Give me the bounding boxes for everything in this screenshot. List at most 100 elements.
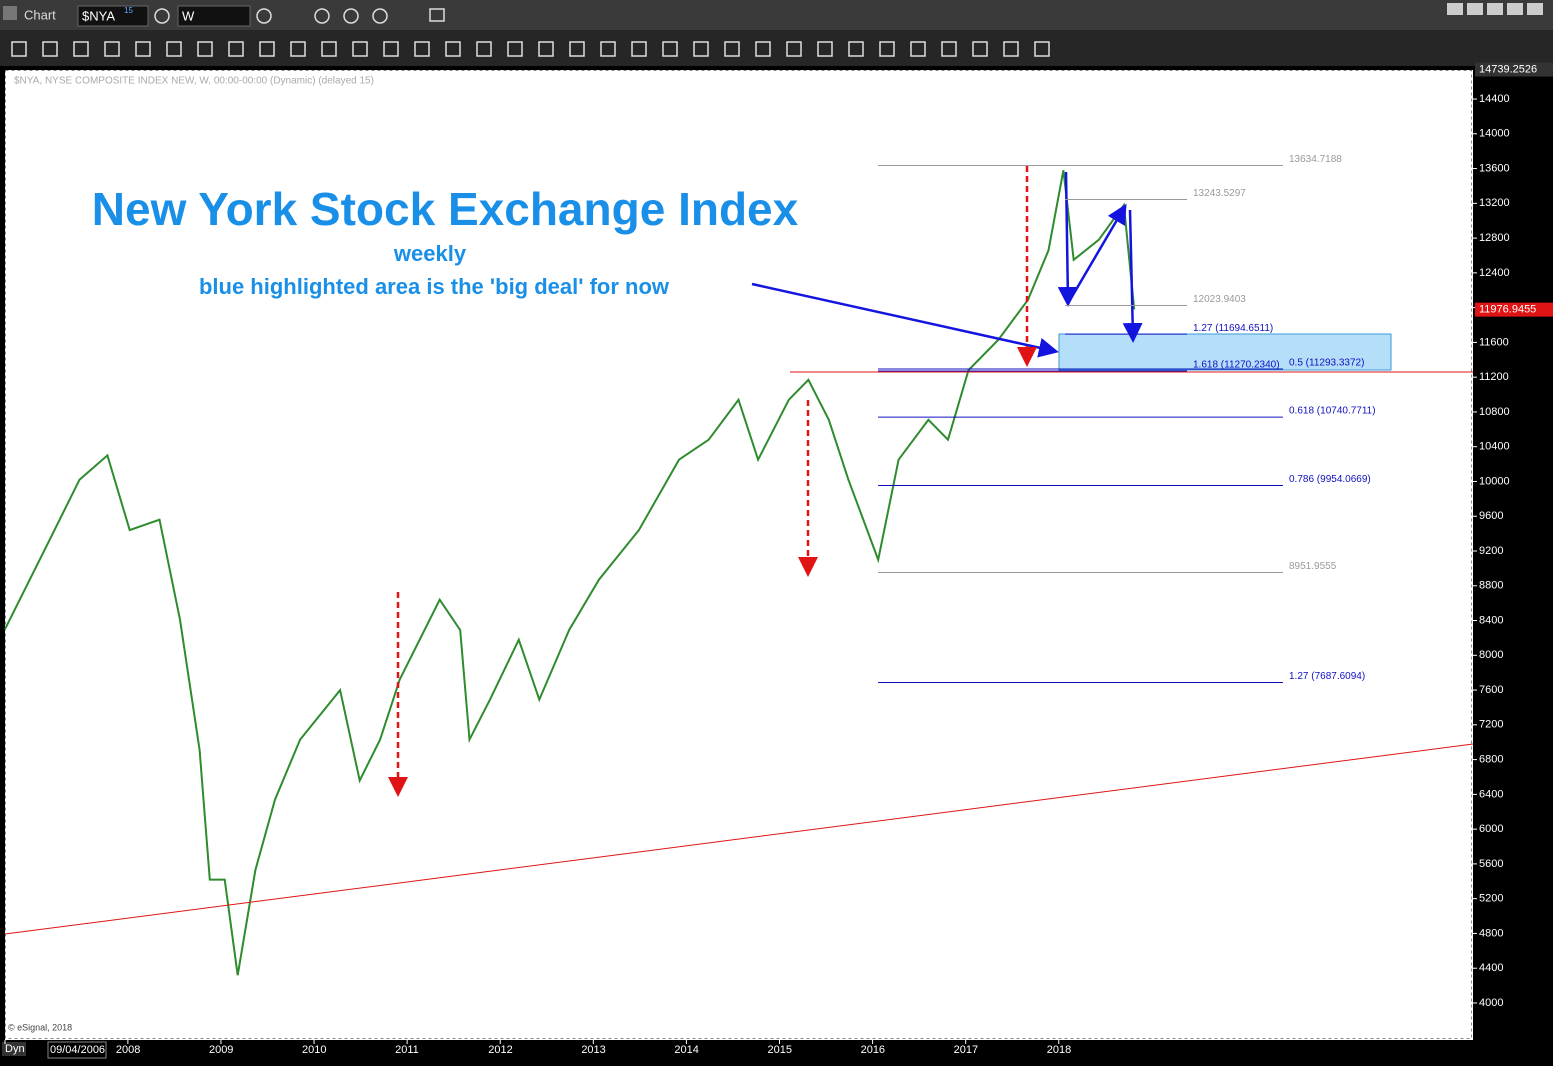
chart-subtitle: weekly	[393, 241, 467, 266]
tool-button[interactable]	[73, 41, 89, 57]
mode-box[interactable]	[2, 1042, 26, 1056]
toolbar	[0, 30, 1553, 66]
window-button[interactable]	[1447, 3, 1463, 15]
tool-button[interactable]	[1034, 41, 1050, 57]
tool-button[interactable]	[662, 41, 678, 57]
wave-arrow	[1068, 203, 1127, 301]
y-tick-label: 9600	[1479, 510, 1503, 522]
y-tick-label: 4000	[1479, 997, 1503, 1009]
tool-button[interactable]	[352, 41, 368, 57]
window-button[interactable]	[1507, 3, 1523, 15]
symbol: $NYA	[82, 8, 115, 23]
y-tick-label: 7600	[1479, 684, 1503, 696]
comment-button[interactable]	[429, 8, 445, 22]
tool-button[interactable]	[848, 41, 864, 57]
tool-button[interactable]	[507, 41, 523, 57]
wave-arrow	[1057, 171, 1078, 307]
last-price-box	[1475, 302, 1553, 317]
pointer-arrow	[751, 282, 1059, 358]
tool-button[interactable]	[972, 41, 988, 57]
refresh-button[interactable]	[314, 8, 330, 24]
y-tick-label: 8000	[1479, 649, 1503, 661]
tool-button[interactable]	[135, 41, 151, 57]
x-tick-label: 2017	[954, 1044, 978, 1056]
level-label: 0.786 (9954.0669)	[1289, 474, 1371, 485]
x-tick-label: 2016	[861, 1044, 885, 1056]
window-button[interactable]	[1467, 3, 1483, 15]
tool-button[interactable]	[445, 41, 461, 57]
x-tick-label: 2012	[488, 1044, 512, 1056]
level-label: 12023.9403	[1193, 294, 1246, 305]
tool-button[interactable]	[693, 41, 709, 57]
last-price-label: 11976.9455	[1479, 304, 1536, 316]
tool-button[interactable]	[879, 41, 895, 57]
tool-button[interactable]	[538, 41, 554, 57]
y-tick-label: 13600	[1479, 162, 1510, 174]
tool-button[interactable]	[910, 41, 926, 57]
tool-button[interactable]	[42, 41, 58, 57]
trend-line	[4, 743, 1474, 935]
level-label: 13243.5297	[1193, 188, 1246, 199]
clock-button[interactable]	[256, 8, 272, 24]
tool-button[interactable]	[383, 41, 399, 57]
tool-button[interactable]	[166, 41, 182, 57]
y-tick-label: 13200	[1479, 197, 1510, 209]
window-button[interactable]	[1527, 3, 1543, 15]
y-tick-label: 11200	[1479, 371, 1509, 383]
chart-header: $NYA, NYSE COMPOSITE INDEX NEW, W, 00:00…	[14, 76, 374, 87]
symbol-input[interactable]	[77, 5, 149, 27]
x-tick-label: 2015	[767, 1044, 791, 1056]
settings-button[interactable]	[154, 8, 170, 24]
tool-button[interactable]	[786, 41, 802, 57]
annotation: blue highlighted area is the 'big deal' …	[199, 274, 670, 299]
y-tick-label: 12400	[1479, 267, 1510, 279]
tool-button[interactable]	[414, 41, 430, 57]
tool-button[interactable]	[817, 41, 833, 57]
tool-button[interactable]	[476, 41, 492, 57]
tool-button[interactable]	[724, 41, 740, 57]
y-tick-label: 12800	[1479, 232, 1510, 244]
tool-button[interactable]	[197, 41, 213, 57]
plot-area	[5, 70, 1473, 1040]
tool-button[interactable]	[755, 41, 771, 57]
y-tick-label: 7200	[1479, 719, 1503, 731]
tool-button[interactable]	[104, 41, 120, 57]
zoom-button[interactable]	[372, 8, 388, 24]
play-button[interactable]	[343, 8, 359, 24]
watermark: © eSignal, 2018	[8, 1022, 72, 1032]
tool-button[interactable]	[631, 41, 647, 57]
level-label: 8951.9555	[1289, 561, 1337, 572]
x-tick-label: 2013	[581, 1044, 605, 1056]
tool-button[interactable]	[228, 41, 244, 57]
x-tick-label: 2008	[116, 1044, 140, 1056]
wave-arrow	[1122, 209, 1143, 343]
y-tick-label: 14000	[1479, 128, 1510, 140]
y-tick-label: 14400	[1479, 93, 1510, 105]
tool-button[interactable]	[290, 41, 306, 57]
tool-button[interactable]	[569, 41, 585, 57]
tool-button[interactable]	[941, 41, 957, 57]
plot-border	[5, 70, 1472, 1039]
y-tick-label: 6000	[1479, 823, 1503, 835]
tool-button[interactable]	[600, 41, 616, 57]
x-tick-label: 2010	[302, 1044, 326, 1056]
window-button[interactable]	[1487, 3, 1503, 15]
y-tick-label: 8400	[1479, 614, 1503, 626]
price-line	[4, 170, 1136, 976]
y-tick-label: 5200	[1479, 893, 1503, 905]
tool-button[interactable]	[321, 41, 337, 57]
mode: Dyn	[5, 1043, 25, 1055]
y-tick-label: 5600	[1479, 858, 1503, 870]
interval-input[interactable]	[177, 5, 251, 27]
tool-button[interactable]	[259, 41, 275, 57]
x-tick-label: 09/04/2006	[50, 1044, 105, 1056]
x-tick-label: 2014	[674, 1044, 698, 1056]
tool-button[interactable]	[1003, 41, 1019, 57]
y-tick-label: 6400	[1479, 788, 1503, 800]
y-tick-label: 4400	[1479, 962, 1503, 974]
tool-button[interactable]	[11, 41, 27, 57]
app-icon	[3, 6, 17, 20]
chart-title: New York Stock Exchange Index	[92, 183, 799, 235]
